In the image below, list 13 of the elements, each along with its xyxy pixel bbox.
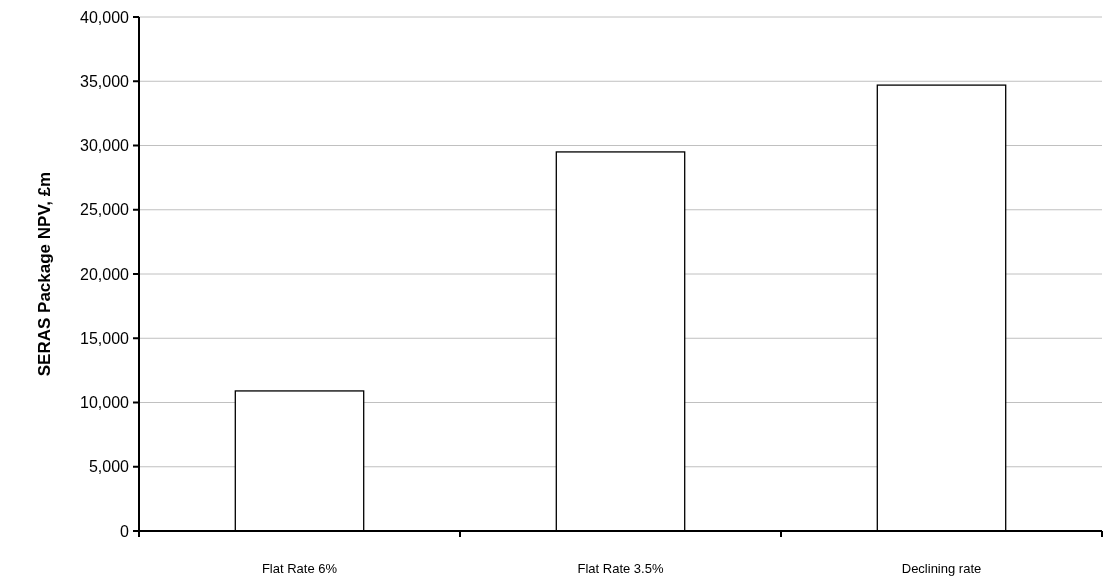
x-tick-label: Flat Rate 6% bbox=[261, 561, 338, 576]
y-axis-title: SERAS Package NPV, £m bbox=[35, 171, 54, 377]
y-tick-label: 5,000 bbox=[88, 458, 130, 476]
y-tick-label: 25,000 bbox=[80, 201, 130, 219]
y-tick-label: 10,000 bbox=[80, 394, 130, 412]
y-tick-label: 35,000 bbox=[80, 72, 130, 90]
y-tick-label: 0 bbox=[120, 522, 130, 540]
x-tick-label: Declining rate bbox=[901, 561, 982, 576]
x-tick-label: Flat Rate 3.5% bbox=[577, 561, 664, 576]
y-tick-label: 20,000 bbox=[80, 265, 130, 283]
y-tick-label: 40,000 bbox=[80, 8, 130, 26]
y-tick-label: 30,000 bbox=[80, 137, 130, 155]
y-tick-label: 15,000 bbox=[80, 329, 130, 347]
